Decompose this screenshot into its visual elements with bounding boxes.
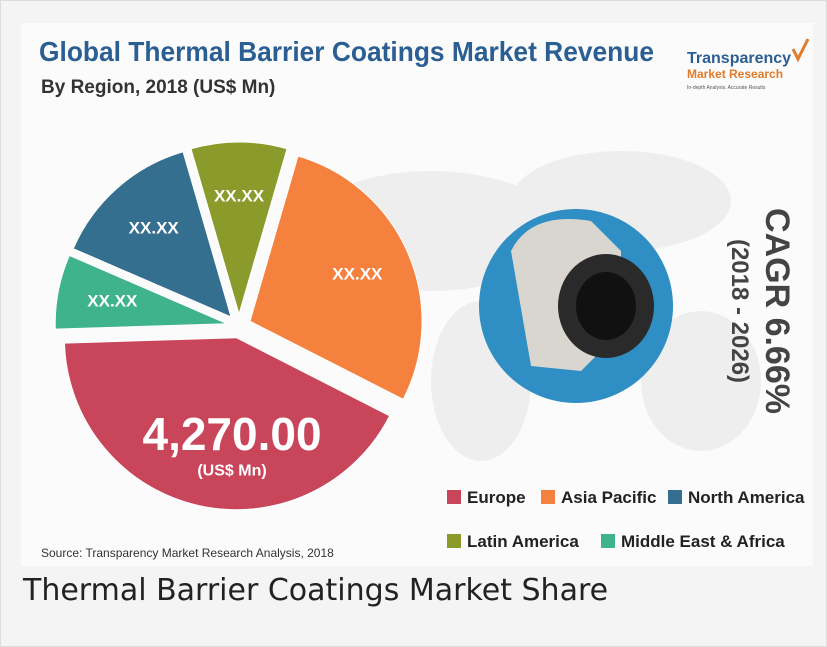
legend-swatch: [601, 534, 615, 548]
legend-swatch: [541, 490, 555, 504]
value-label: XX.XX: [332, 264, 383, 283]
legend-swatch: [668, 490, 682, 504]
legend-label: North America: [688, 488, 805, 507]
page: Global Thermal Barrier Coatings Market R…: [0, 0, 827, 647]
legend-label: Middle East & Africa: [621, 532, 785, 551]
legend-swatch: [447, 534, 461, 548]
chart-title: Global Thermal Barrier Coatings Market R…: [39, 36, 654, 67]
value-label: 4,270.00: [142, 408, 321, 460]
logo-sub: Market Research: [687, 67, 783, 81]
legend-label: Asia Pacific: [561, 488, 656, 507]
chart-subtitle: By Region, 2018 (US$ Mn): [41, 77, 275, 98]
product-photo: [479, 209, 673, 403]
source: Source: Transparency Market Research Ana…: [41, 546, 334, 560]
value-label: XX.XX: [214, 187, 265, 206]
legend-label: Europe: [467, 488, 526, 507]
logo-name: Transparency: [687, 50, 791, 67]
cagr-rate: CAGR 6.66%: [758, 208, 796, 414]
value-label: XX.XX: [87, 291, 138, 310]
unit-note: (US$ Mn): [197, 463, 266, 480]
legend-label: Latin America: [467, 532, 579, 551]
infographic: Global Thermal Barrier Coatings Market R…: [1, 1, 827, 571]
logo-tagline: In-depth Analysis. Accurate Results: [687, 85, 766, 91]
legend-swatch: [447, 490, 461, 504]
caption: Thermal Barrier Coatings Market Share: [23, 573, 608, 608]
value-label: XX.XX: [129, 219, 180, 238]
cagr-period: (2018 - 2026): [726, 239, 753, 383]
